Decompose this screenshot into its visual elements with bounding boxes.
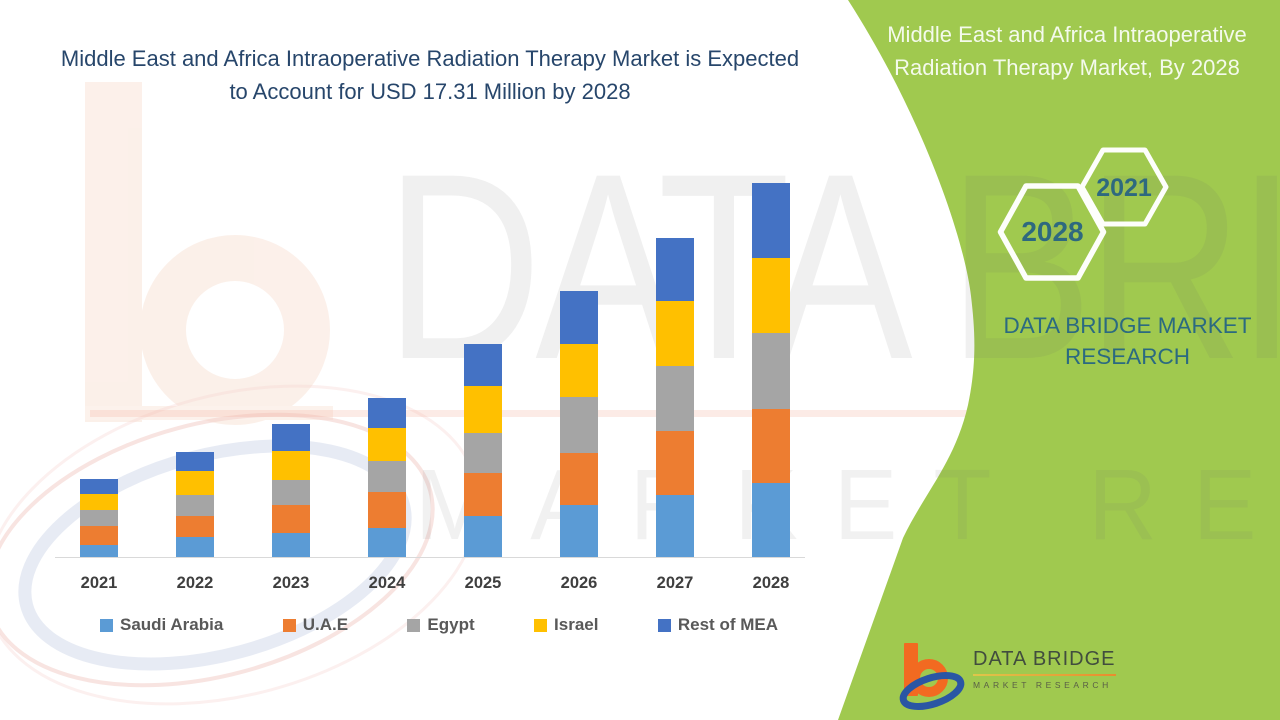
- logo-name: DATA BRIDGE: [973, 648, 1116, 670]
- bar-segment-2025-saudi-arabia: [464, 516, 502, 558]
- x-axis-label-2025: 2025: [464, 574, 502, 592]
- legend-item-rest-of-mea: Rest of MEA: [657, 615, 778, 635]
- bar-segment-2028-israel: [752, 257, 790, 333]
- bar-segment-2027-saudi-arabia: [656, 494, 694, 558]
- bar-segment-2025-israel: [464, 386, 502, 434]
- bar-segment-2027-israel: [656, 301, 694, 367]
- logo-b-icon: [899, 643, 965, 710]
- logo-text: DATA BRIDGE MARKET RESEARCH: [973, 648, 1116, 716]
- bar-segment-2027-rest-of-mea: [656, 237, 694, 302]
- bar-segment-2026-rest-of-mea: [560, 291, 598, 344]
- bar-segment-2025-u-a-e: [464, 473, 502, 517]
- legend-item-israel: Israel: [534, 615, 598, 635]
- chart-title: Middle East and Africa Intraoperative Ra…: [60, 46, 800, 104]
- x-axis-label-2028: 2028: [752, 574, 790, 592]
- bar-segment-2027-u-a-e: [656, 431, 694, 495]
- hexagon-2021-icon: [1079, 147, 1169, 227]
- brand-text: DATA BRIDGE MARKET RESEARCH: [1003, 313, 1252, 369]
- bar-segment-2028-egypt: [752, 332, 790, 409]
- side-panel-title: Middle East and Africa Intraoperative Ra…: [887, 22, 1247, 80]
- legend-label: Israel: [554, 615, 599, 634]
- x-axis-label-2027: 2027: [656, 574, 694, 592]
- legend-swatch-icon: [534, 618, 548, 632]
- bar-segment-2028-rest-of-mea: [752, 182, 790, 258]
- stacked-bar-2028: [752, 182, 790, 558]
- bar-segment-2028-saudi-arabia: [752, 483, 790, 558]
- hexagon-2028-label: 2028: [1021, 216, 1084, 247]
- hexagon-2021-label: 2021: [1096, 174, 1152, 202]
- bar-segment-2025-rest-of-mea: [464, 343, 502, 387]
- bar-segment-2028-u-a-e: [752, 408, 790, 483]
- logo-rule: [973, 674, 1116, 676]
- legend-swatch-icon: [657, 618, 671, 632]
- bar-segment-2026-israel: [560, 343, 598, 398]
- stacked-bar-2025: [464, 343, 502, 558]
- stacked-bar-2027: [656, 237, 694, 558]
- bar-segment-2025-egypt: [464, 433, 502, 474]
- logo-tagline: MARKET RESEARCH: [973, 680, 1112, 690]
- bar-segment-2026-saudi-arabia: [560, 504, 598, 558]
- x-axis-label-2026: 2026: [560, 574, 598, 592]
- legend-label: Egypt: [427, 615, 475, 634]
- stacked-bar-2026: [560, 291, 598, 558]
- bar-segment-2026-u-a-e: [560, 452, 598, 505]
- bar-segment-2026-egypt: [560, 397, 598, 453]
- bar-segment-2027-egypt: [656, 366, 694, 432]
- data-bridge-logo: DATA BRIDGE MARKET RESEARCH: [897, 640, 1127, 716]
- legend-label: Rest of MEA: [677, 615, 778, 634]
- hexagon-2028-icon: [997, 183, 1107, 281]
